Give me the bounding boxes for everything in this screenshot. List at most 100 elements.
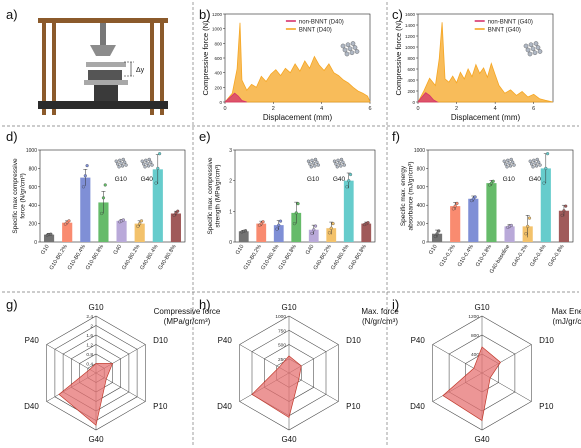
lattice-inset-icon-node: [140, 159, 144, 163]
series-area: [417, 22, 554, 103]
data-point: [172, 213, 176, 217]
lattice-inset-icon-node: [332, 159, 337, 163]
apparatus-post-right-inner: [150, 23, 154, 115]
bar: [361, 223, 372, 242]
y-axis-label-line: force (N/gr/cm³): [20, 173, 27, 219]
lattice-inset-icon: [114, 157, 128, 169]
data-point: [526, 224, 530, 228]
radar-tick-label: 1200: [468, 314, 479, 320]
radar-axis-label: G10: [88, 303, 104, 312]
y-tick-label: 400: [417, 203, 426, 209]
radar-axis-label: G40: [474, 435, 490, 444]
data-point: [138, 222, 142, 226]
lattice-cube-icon-node: [345, 42, 351, 48]
lattice-inset-icon-node: [533, 161, 537, 165]
lattice-inset-icon-node: [507, 161, 511, 165]
bar: [291, 212, 302, 242]
radar-tick-label: 250: [278, 357, 286, 363]
panel-letters: a) b) c) d) e) f) g) h) i): [6, 7, 403, 312]
data-point: [347, 179, 351, 183]
data-point: [329, 226, 333, 230]
data-point: [81, 185, 86, 189]
category-label: G10-B0.4%: [67, 244, 87, 271]
radar-tick-label: 0.4: [86, 362, 93, 368]
bar: [152, 169, 163, 242]
data-point: [63, 222, 67, 226]
data-point: [156, 166, 160, 170]
apparatus-sample: [88, 70, 122, 80]
category-label: G10: [235, 244, 246, 256]
lattice-inset-icon-node: [529, 162, 534, 166]
data-point: [100, 211, 104, 216]
compression-apparatus-illustration: Δy: [38, 18, 168, 115]
y-tick-label: 400: [214, 71, 222, 76]
data-point: [85, 164, 89, 168]
y-tick-label: 800: [407, 56, 415, 61]
data-point: [277, 223, 281, 227]
lattice-inset-icon-node: [313, 157, 318, 162]
bar: [170, 213, 182, 242]
y-tick-label: 3: [229, 148, 232, 154]
lattice-inset-icon-node: [311, 161, 316, 165]
data-point: [294, 211, 298, 215]
data-point: [139, 219, 144, 223]
radar-tick-label: 1.6: [86, 333, 93, 339]
lattice-inset-icon-node: [334, 162, 338, 166]
data-point: [527, 216, 532, 220]
bar: [273, 225, 284, 242]
y-tick-label: 600: [29, 185, 38, 191]
data-point: [158, 152, 162, 156]
radar-axis-label: P10: [539, 402, 554, 411]
lattice-inset-icon-node: [528, 159, 532, 163]
bar: [450, 206, 461, 242]
bar: [256, 223, 267, 242]
lattice-cube-icon-node: [342, 47, 348, 53]
inset-label: G10: [115, 176, 128, 183]
x-tick-label: 2: [272, 106, 275, 112]
y-axis-label: Compressive force (N): [201, 20, 210, 96]
legend-entry: non-BNNT (G40): [488, 20, 533, 26]
y-tick-label: 200: [29, 222, 38, 228]
panel-letter-c: c): [392, 7, 403, 22]
lattice-inset-icon-node: [150, 163, 154, 167]
data-point: [564, 204, 568, 208]
inset-label: G10: [503, 176, 516, 183]
y-tick-label: 800: [214, 41, 222, 46]
lattice-cube-icon-node: [530, 46, 536, 52]
lattice-inset-icon-node: [538, 163, 542, 167]
radar-axis-label: D40: [410, 402, 425, 411]
apparatus-crosshead-rod: [100, 23, 106, 45]
y-tick-label: 1200: [405, 34, 416, 39]
lattice-inset-icon-node: [512, 163, 516, 167]
category-label: G40-B0.8%: [157, 244, 177, 271]
radar-tick-label: 500: [278, 343, 286, 349]
lattice-inset-icon: [140, 157, 154, 169]
apparatus-gap-label: Δy: [136, 67, 145, 74]
lattice-cube-icon-node: [344, 51, 350, 57]
bar: [80, 177, 91, 242]
bar: [558, 210, 570, 242]
data-point: [542, 181, 546, 185]
radar-subtitle: (N/gr/cm³): [362, 317, 398, 326]
data-point: [327, 231, 332, 235]
panel-letter-i: i): [392, 297, 399, 312]
lattice-inset-icon-node: [313, 164, 317, 168]
radar-title: Compressive force: [154, 307, 221, 316]
inset-label: G40: [333, 176, 346, 183]
data-point: [491, 179, 495, 183]
lattice-cube-icon-node: [347, 46, 353, 52]
category-label: G40: [113, 244, 124, 256]
y-axis-label-line: Specific max. energy: [400, 165, 407, 226]
data-point: [509, 223, 513, 227]
lattice-inset-icon-node: [339, 164, 343, 168]
lattice-inset-icon: [332, 157, 346, 169]
y-tick-label: 1000: [414, 148, 425, 154]
radar-chart-h: 250 500 750 1000 G10 D10 P10 G40 D40 P40 Max. forc…: [217, 303, 399, 444]
y-tick-label: 1000: [26, 148, 37, 154]
y-tick-label: 600: [417, 185, 426, 191]
data-point: [435, 232, 439, 236]
x-tick-label: 2: [455, 106, 458, 112]
bar: [62, 222, 73, 242]
data-point: [136, 224, 140, 228]
lattice-inset-icon-node: [115, 162, 120, 166]
